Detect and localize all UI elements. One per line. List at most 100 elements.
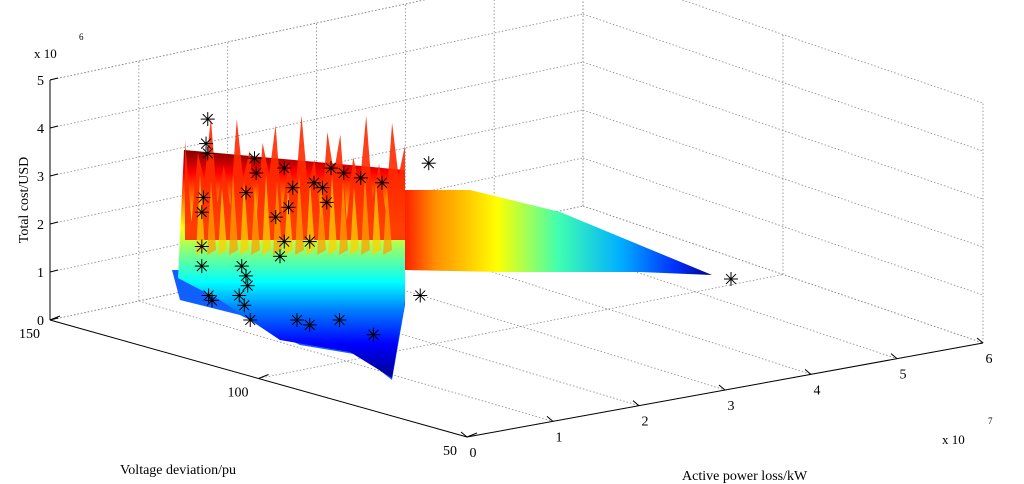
z-tick-mark	[49, 125, 59, 129]
pareto-star-marker	[285, 180, 300, 195]
x-multiplier-exponent: 7	[988, 416, 993, 426]
x-tick-mark	[976, 337, 984, 344]
pareto-star-marker	[196, 190, 211, 205]
pareto-star-marker	[240, 278, 255, 293]
x-tick-label: 6	[986, 352, 993, 367]
surface-spikes	[185, 115, 405, 240]
surface-facet	[372, 181, 381, 255]
x-tick-label: 2	[642, 415, 649, 430]
pareto-star-marker	[332, 313, 347, 327]
x-axis-label: Active power loss/kW	[682, 469, 808, 484]
surface-facet	[284, 187, 293, 255]
pareto-star-marker	[302, 317, 317, 332]
surface-facet	[229, 175, 238, 255]
pareto-star-marker	[307, 175, 321, 190]
pareto-star-marker	[281, 200, 296, 215]
pareto-star-marker	[239, 268, 253, 283]
z-tick-label: 3	[37, 170, 44, 185]
pareto-star-marker	[277, 161, 292, 176]
x-tick-mark	[804, 368, 812, 375]
back-wall-grid-z	[49, 0, 426, 81]
surface-facet	[306, 181, 315, 255]
pareto-surface	[172, 115, 712, 380]
x-tick-label: 4	[814, 383, 821, 398]
floor-grid-x	[227, 281, 640, 407]
surface-facet	[196, 175, 205, 255]
z-axis-label: Total cost/USD	[17, 157, 32, 244]
x-tick-label: 1	[556, 430, 563, 445]
surface-facet	[361, 175, 370, 255]
z-tick-mark	[49, 77, 59, 81]
x-tick-label: 0	[470, 446, 477, 461]
z-tick-labels: 0 1 2 3 4 5	[37, 74, 44, 329]
pareto-star-marker	[421, 156, 436, 171]
pareto-star-marker	[277, 234, 292, 249]
y-tick-mark	[258, 374, 269, 379]
surface-facet	[383, 187, 392, 255]
z-tick-label: 0	[37, 314, 44, 329]
z-tick-label: 1	[37, 266, 44, 281]
pareto-star-marker	[199, 136, 214, 151]
pareto-star-marker	[413, 288, 428, 303]
surface-facet	[240, 181, 249, 255]
pareto-star-marker	[366, 327, 381, 342]
z-multiplier-exponent: 6	[79, 32, 84, 42]
pareto-star-marker	[302, 234, 317, 249]
surface-facet	[328, 175, 337, 255]
pareto-star-marker	[239, 185, 253, 200]
pareto-star-marker	[268, 210, 283, 225]
x-tick-labels: 0 1 2 3 4 5 6	[470, 352, 993, 461]
z-tick-label: 5	[37, 74, 44, 89]
x-tick-mark	[460, 431, 468, 438]
z-tick-label: 4	[37, 122, 44, 137]
surface-facet	[251, 187, 260, 255]
pareto-star-marker	[724, 272, 738, 286]
x-tick-mark	[718, 384, 726, 391]
pareto-star-marker	[315, 180, 330, 195]
surface-facet	[262, 175, 271, 255]
pareto-star-marker	[273, 249, 287, 264]
right-wall-grid-z	[681, 0, 984, 104]
pareto-star-marker	[194, 259, 209, 274]
pareto-star-marker	[243, 313, 258, 327]
x-multiplier: x 10	[942, 432, 965, 447]
surface-facet	[295, 175, 304, 255]
pareto-star-marker	[375, 175, 389, 190]
pareto-star-marker	[247, 151, 262, 166]
y-tick-labels: 150 100 50	[19, 327, 457, 459]
y-tick-mark	[49, 315, 61, 321]
surface-tail	[405, 190, 712, 275]
floor-grid-y	[258, 274, 784, 379]
y-tick-mark	[466, 432, 478, 438]
pareto-star-marker	[290, 313, 304, 327]
pareto-star-marker	[324, 161, 338, 176]
pareto-markers	[194, 112, 738, 342]
surface-facet	[218, 187, 227, 255]
pareto-star-marker	[200, 146, 215, 161]
z-tick-mark	[49, 269, 59, 273]
pareto-star-marker	[353, 170, 368, 185]
pareto-star-marker	[194, 205, 209, 220]
pareto-star-marker	[200, 112, 215, 127]
surface-facet	[350, 187, 359, 255]
x-tick-mark	[632, 400, 640, 407]
top-edge	[49, 0, 426, 81]
pareto-star-marker	[232, 288, 247, 303]
surface-facet	[207, 181, 216, 255]
pareto-star-marker	[237, 298, 252, 313]
z-tick-mark	[49, 221, 59, 225]
pareto-star-marker	[249, 166, 264, 180]
surface-facet	[317, 187, 326, 255]
x-tick-mark	[546, 415, 554, 422]
pareto-star-marker	[194, 239, 209, 254]
z-tick-mark	[49, 173, 59, 177]
y-axis-label: Voltage deviation/pu	[120, 463, 236, 478]
right-wall-grid-z	[582, 13, 984, 152]
y-tick-label: 100	[228, 386, 249, 401]
z-tick-label: 2	[37, 218, 44, 233]
z-multiplier: x 10	[34, 46, 57, 61]
x-tick-mark	[890, 353, 898, 360]
y-tick-label: 150	[19, 327, 40, 342]
pareto-star-marker	[234, 259, 249, 274]
